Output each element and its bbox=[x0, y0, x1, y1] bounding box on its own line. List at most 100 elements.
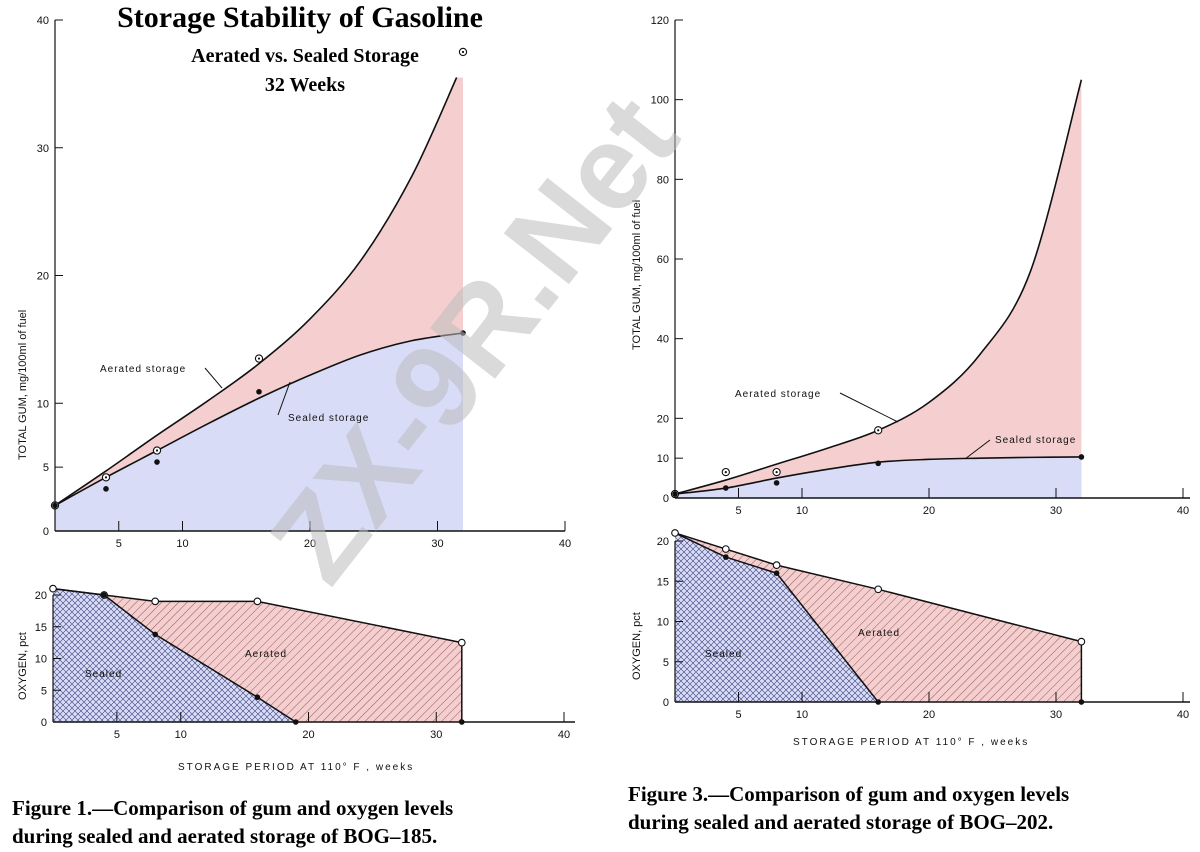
fig1-gum-ytick-label: 30 bbox=[37, 143, 49, 155]
fig3-gum-ytick-label: 20 bbox=[657, 413, 669, 425]
fig3-gum-sealed-fill bbox=[675, 456, 1082, 498]
page-title: Storage Stability of Gasoline bbox=[117, 1, 483, 34]
fig3-gum-xtick-label: 5 bbox=[735, 505, 741, 517]
fig1-xlabel: STORAGE PERIOD AT 110° F , weeks bbox=[178, 762, 414, 773]
fig1-oxy-xtick-label: 20 bbox=[302, 729, 314, 741]
fig1-gum-xtick-label: 10 bbox=[176, 538, 188, 550]
fig3-gum-xtick-label: 20 bbox=[923, 505, 935, 517]
fig3-oxy-sealed-fill bbox=[675, 532, 879, 702]
fig3-gum-ytick-label: 40 bbox=[657, 334, 669, 346]
fig1-sealed-label: Sealed storage bbox=[288, 413, 369, 424]
fig1-ylabel-oxygen: OXYGEN, pct bbox=[17, 632, 29, 700]
fig3-oxy-ytick-label: 5 bbox=[663, 657, 669, 669]
fig1-oxy-ytick-label: 20 bbox=[35, 590, 47, 602]
page-subtitle: Aerated vs. Sealed Storage bbox=[191, 45, 419, 67]
fig1-oxy-start-point bbox=[49, 584, 57, 593]
fig1-aerated-leader bbox=[204, 367, 223, 389]
fig3-oxy-aerated-point bbox=[874, 585, 883, 594]
fig3-ylabel-oxygen: OXYGEN, pct bbox=[631, 612, 643, 680]
fig1-ylabel-gum: TOTAL GUM, mg/100ml of fuel bbox=[17, 310, 29, 460]
fig3-oxy-aerated-point bbox=[721, 545, 730, 553]
fig3-gum-aerated-fill bbox=[675, 79, 1082, 498]
fig3-gum-sealed-point bbox=[723, 485, 729, 491]
fig3-oxy-ytick-label: 20 bbox=[657, 536, 669, 548]
fig3-gum-sealed-point bbox=[1078, 454, 1085, 460]
fig1-gum-sealed-point bbox=[103, 486, 109, 492]
fig1-gum-sealed-point bbox=[256, 388, 262, 395]
fig1-gum-aerated-point-center bbox=[104, 476, 108, 479]
fig1-sealed-leader bbox=[277, 381, 291, 416]
fig3-gum-ytick-label: 10 bbox=[657, 453, 669, 465]
fig3-oxy-sealed-point bbox=[723, 554, 729, 560]
page-duration: 32 Weeks bbox=[265, 74, 345, 96]
fig1-oxy-xtick-label: 30 bbox=[430, 729, 442, 741]
fig1-gum-xtick-label: 5 bbox=[116, 538, 122, 550]
fig3-oxy-xtick-label: 30 bbox=[1050, 709, 1062, 721]
fig1-oxy-aerated-point bbox=[457, 638, 466, 647]
fig3-oxy-start-point bbox=[671, 529, 679, 537]
fig1-oxy-aerated-label: Aerated bbox=[245, 649, 287, 660]
fig3-aerated-label: Aerated storage bbox=[735, 389, 821, 400]
fig1-oxy-xtick-label: 5 bbox=[114, 729, 120, 741]
fig3-gum-aerated-point-center bbox=[775, 471, 778, 474]
fig3-oxy-aerated-line bbox=[674, 532, 1083, 702]
fig3-caption-line2: during sealed and aerated storage of BOG… bbox=[628, 810, 1053, 834]
fig1-gum-sealed-fill bbox=[55, 332, 463, 531]
fig1-oxy-xtick-label: 10 bbox=[175, 729, 187, 741]
fig1-oxy-sealed-point bbox=[152, 631, 158, 638]
fig3-gum-aerated-point-center bbox=[877, 429, 880, 432]
fig1-gum-ytick-label: 0 bbox=[43, 526, 49, 538]
fig1-caption-line2: during sealed and aerated storage of BOG… bbox=[12, 824, 437, 848]
fig1-gum-sealed-point bbox=[154, 459, 160, 465]
fig1-gum-ytick-label: 5 bbox=[43, 462, 49, 474]
fig1-oxy-ytick-label: 10 bbox=[35, 654, 47, 666]
fig3-xlabel: STORAGE PERIOD AT 110° F , weeks bbox=[793, 737, 1029, 748]
fig1-gum-aerated-line bbox=[54, 77, 458, 507]
fig1-gum-ytick-label: 20 bbox=[37, 271, 49, 283]
fig3-gum-sealed-point bbox=[773, 480, 780, 486]
fig1-oxy-aerated-point bbox=[151, 597, 160, 606]
fig1-oxy-xtick-label: 40 bbox=[558, 729, 570, 741]
fig1-gum-xtick-label: 20 bbox=[304, 538, 316, 550]
fig3-oxy-xtick-label: 5 bbox=[735, 709, 741, 721]
fig3-oxy-xtick-label: 20 bbox=[923, 709, 935, 721]
fig1-gum-sealed-point bbox=[460, 330, 466, 336]
fig1-oxy-ytick-label: 0 bbox=[41, 717, 47, 729]
fig3-aerated-leader bbox=[839, 392, 899, 423]
fig1-oxy-ytick-label: 15 bbox=[35, 622, 47, 634]
fig1-aerated-label: Aerated storage bbox=[100, 364, 186, 375]
fig1-gum-aerated-point-center bbox=[155, 449, 159, 452]
fig3-gum-ytick-label: 60 bbox=[657, 254, 669, 266]
fig3-gum-ytick-label: 0 bbox=[663, 493, 669, 505]
fig1-oxy-sealed-point bbox=[101, 592, 107, 598]
fig1-gum-aerated-point-center bbox=[461, 50, 465, 54]
fig3-gum-sealed-point bbox=[875, 460, 881, 467]
fig3-oxy-sealed-point bbox=[773, 570, 780, 576]
fig1-gum-ytick-label: 40 bbox=[37, 15, 49, 27]
fig3-gum-xtick-label: 10 bbox=[796, 505, 808, 517]
fig3-gum-aerated-line bbox=[674, 79, 1083, 495]
fig1-gum-xtick-label: 30 bbox=[431, 538, 443, 550]
fig3-oxy-aerated-point bbox=[1077, 637, 1086, 646]
fig1-gum-sealed-line bbox=[54, 332, 464, 507]
fig3-sealed-leader bbox=[964, 439, 991, 460]
fig3-oxy-ytick-label: 0 bbox=[663, 697, 669, 709]
fig1-gum-xtick-label: 40 bbox=[559, 538, 571, 550]
fig3-gum-ytick-label: 80 bbox=[657, 174, 669, 186]
fig1-oxy-sealed-fill bbox=[53, 588, 296, 722]
fig3-gum-ytick-label: 100 bbox=[651, 95, 669, 107]
fig3-oxy-sealed-line bbox=[674, 532, 879, 703]
fig1-caption-line1: Figure 1.—Comparison of gum and oxygen l… bbox=[12, 796, 453, 820]
fig3-ylabel-gum: TOTAL GUM, mg/100ml of fuel bbox=[631, 200, 643, 350]
fig1-gum-aerated-point-center bbox=[257, 357, 261, 360]
fig3-oxy-xtick-label: 40 bbox=[1177, 709, 1189, 721]
fig3-oxy-aerated-point bbox=[772, 561, 781, 570]
fig3-gum-xtick-label: 40 bbox=[1177, 505, 1189, 517]
fig3-gum-xtick-label: 30 bbox=[1050, 505, 1062, 517]
fig3-sealed-label: Sealed storage bbox=[995, 435, 1076, 446]
fig3-oxy-ytick-label: 15 bbox=[657, 576, 669, 588]
fig3-oxy-ytick-label: 10 bbox=[657, 617, 669, 629]
fig3-oxy-sealed-label: Sealed bbox=[705, 649, 742, 660]
fig3-oxy-xtick-label: 10 bbox=[796, 709, 808, 721]
